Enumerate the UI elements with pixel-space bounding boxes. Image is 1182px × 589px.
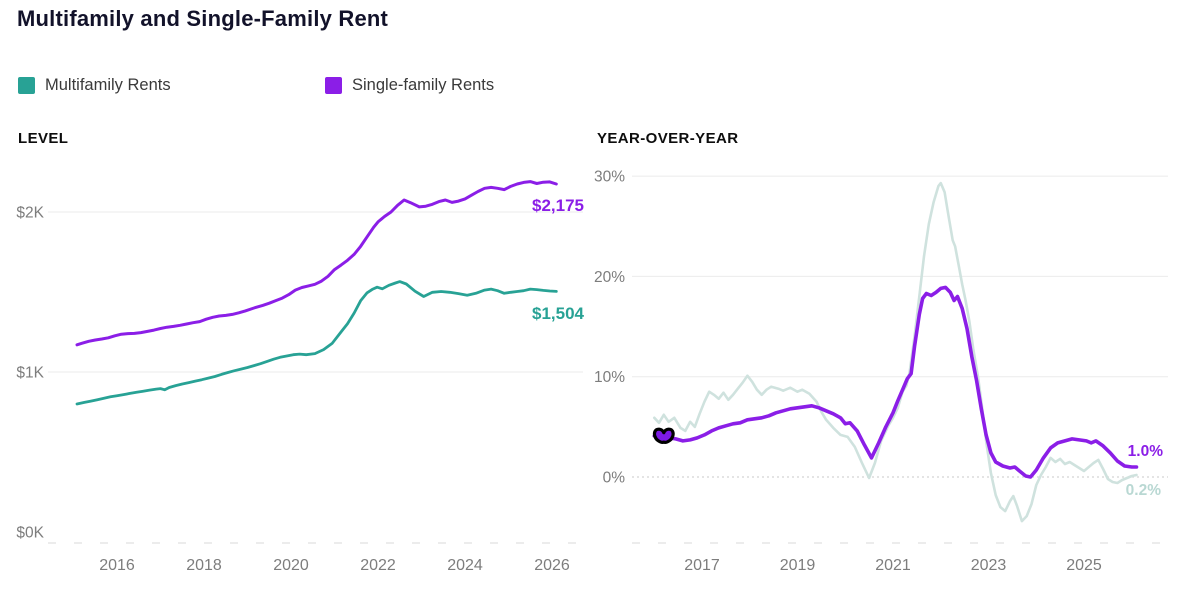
yoy-y-tick-label: 20% bbox=[594, 269, 625, 286]
level-x-tick-label: 2022 bbox=[360, 557, 396, 574]
level-x-tick-label: 2026 bbox=[534, 557, 570, 574]
multifamily-yoy-end-label: 0.2% bbox=[1126, 482, 1161, 500]
yoy-x-tick-label: 2019 bbox=[780, 557, 816, 574]
yoy-x-tick-label: 2023 bbox=[971, 557, 1007, 574]
yoy-y-tick-label: 30% bbox=[594, 169, 625, 186]
yoy-y-tick-label: 0% bbox=[603, 470, 626, 487]
yoy-x-tick-label: 2017 bbox=[684, 557, 720, 574]
single-family-yoy-line bbox=[654, 287, 1136, 477]
multifamily-level-line bbox=[77, 282, 556, 404]
level-x-tick-label: 2024 bbox=[447, 557, 483, 574]
single-family-yoy-end-label: 1.0% bbox=[1128, 443, 1163, 461]
level-x-tick-label: 2020 bbox=[273, 557, 309, 574]
single-family-level-end-label: $2,175 bbox=[532, 196, 584, 216]
scribble-marker-icon bbox=[654, 429, 673, 442]
multifamily-yoy-line bbox=[654, 183, 1136, 521]
level-y-tick-label: $2K bbox=[16, 205, 44, 222]
yoy-y-tick-label: 10% bbox=[594, 369, 625, 386]
rent-chart-card: Multifamily and Single-Family Rent Multi… bbox=[0, 0, 1182, 589]
level-y-tick-label: $0K bbox=[16, 525, 44, 542]
yoy-x-tick-label: 2025 bbox=[1066, 557, 1102, 574]
multifamily-level-end-label: $1,504 bbox=[532, 304, 584, 324]
level-y-tick-label: $1K bbox=[16, 365, 44, 382]
single-family-level-line bbox=[77, 182, 556, 345]
level-x-tick-label: 2018 bbox=[186, 557, 222, 574]
yoy-x-tick-label: 2021 bbox=[875, 557, 911, 574]
level-x-tick-label: 2016 bbox=[99, 557, 135, 574]
charts-canvas: $2K $1K $0K 30% 20% 10% 0% 2016 2018 2020 2022 2024… bbox=[0, 0, 1182, 589]
